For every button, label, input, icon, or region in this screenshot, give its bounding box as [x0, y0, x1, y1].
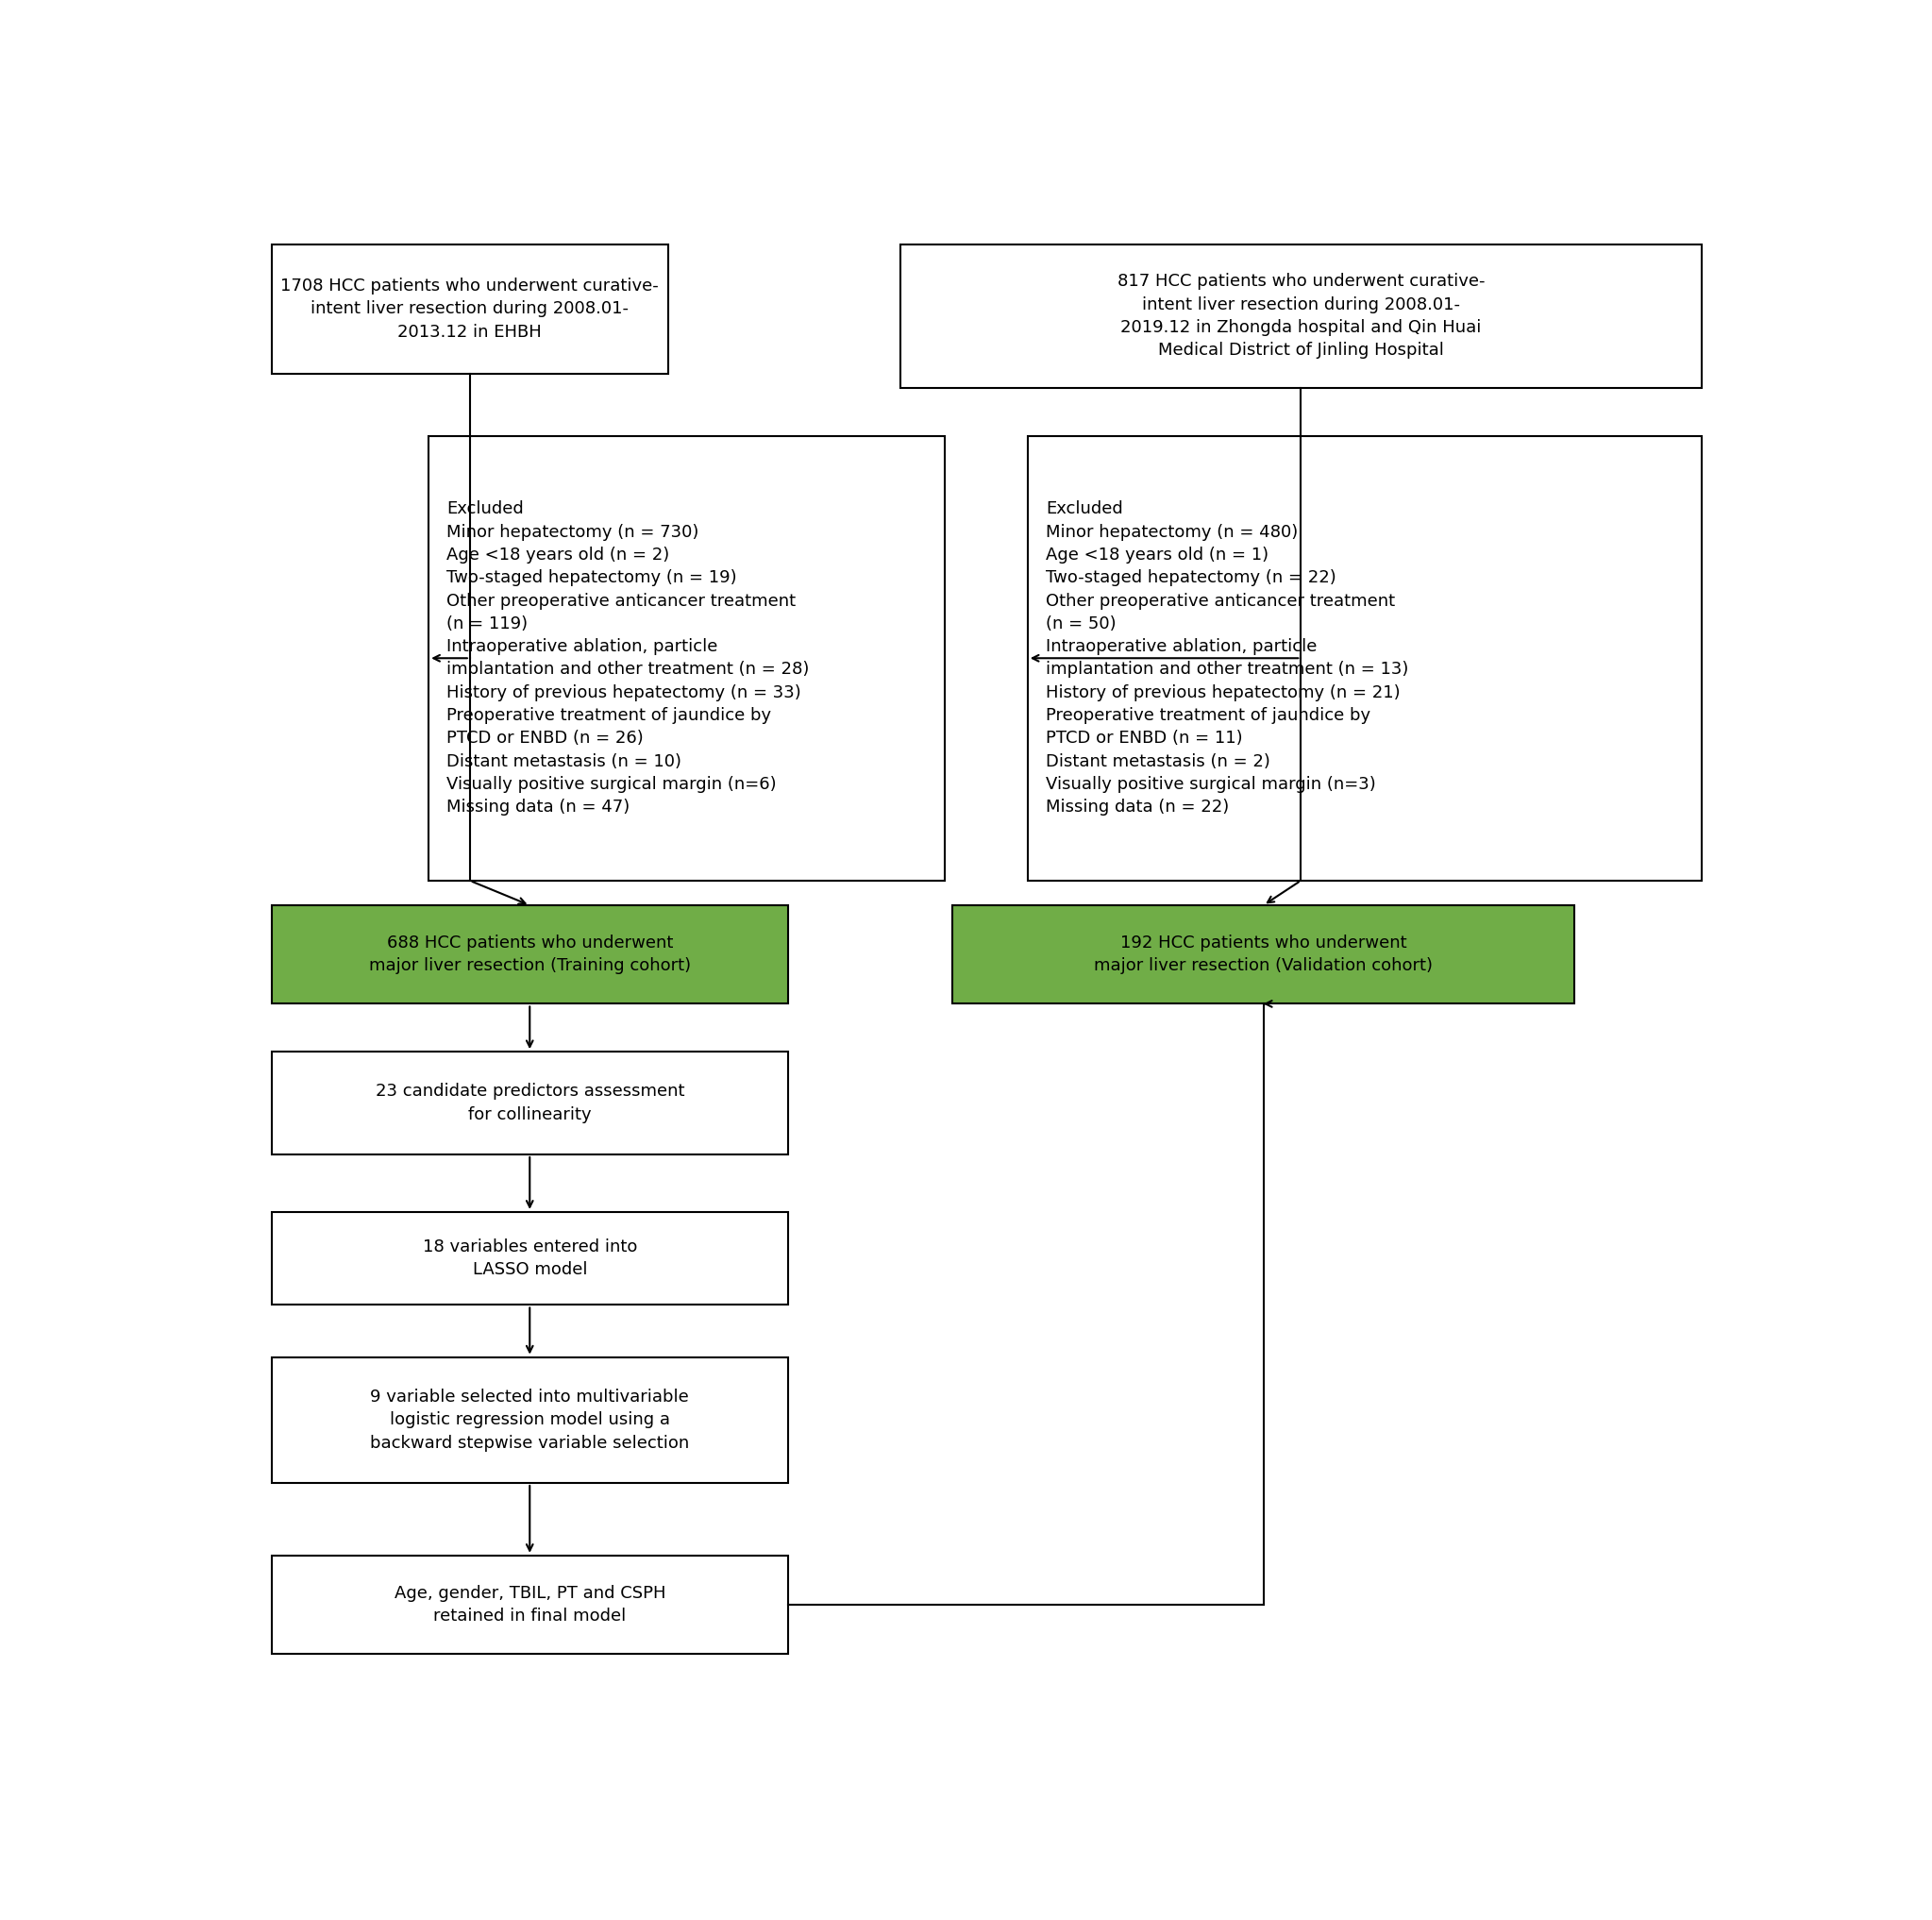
- Text: 192 HCC patients who underwent
major liver resection (Validation cohort): 192 HCC patients who underwent major liv…: [1094, 935, 1434, 975]
- Text: 9 variable selected into multivariable
logistic regression model using a
backwar: 9 variable selected into multivariable l…: [371, 1388, 690, 1452]
- FancyBboxPatch shape: [270, 1357, 788, 1482]
- FancyBboxPatch shape: [270, 244, 668, 374]
- Text: Excluded
Minor hepatectomy (n = 480)
Age <18 years old (n = 1)
Two-staged hepate: Excluded Minor hepatectomy (n = 480) Age…: [1045, 501, 1408, 816]
- Text: 18 variables entered into
LASSO model: 18 variables entered into LASSO model: [423, 1238, 638, 1279]
- FancyBboxPatch shape: [270, 1555, 788, 1653]
- Text: Excluded
Minor hepatectomy (n = 730)
Age <18 years old (n = 2)
Two-staged hepate: Excluded Minor hepatectomy (n = 730) Age…: [446, 501, 810, 816]
- Text: 688 HCC patients who underwent
major liver resection (Training cohort): 688 HCC patients who underwent major liv…: [369, 935, 692, 975]
- Text: 817 HCC patients who underwent curative-
intent liver resection during 2008.01-
: 817 HCC patients who underwent curative-…: [1117, 273, 1484, 359]
- FancyBboxPatch shape: [900, 244, 1702, 388]
- FancyBboxPatch shape: [952, 904, 1575, 1004]
- FancyBboxPatch shape: [270, 904, 788, 1004]
- FancyBboxPatch shape: [1028, 436, 1702, 881]
- Text: 1708 HCC patients who underwent curative-
intent liver resection during 2008.01-: 1708 HCC patients who underwent curative…: [280, 278, 659, 340]
- Text: 23 candidate predictors assessment
for collinearity: 23 candidate predictors assessment for c…: [375, 1083, 684, 1123]
- FancyBboxPatch shape: [270, 1212, 788, 1306]
- Text: Age, gender, TBIL, PT and CSPH
retained in final model: Age, gender, TBIL, PT and CSPH retained …: [394, 1584, 665, 1624]
- FancyBboxPatch shape: [429, 436, 945, 881]
- FancyBboxPatch shape: [270, 1052, 788, 1154]
